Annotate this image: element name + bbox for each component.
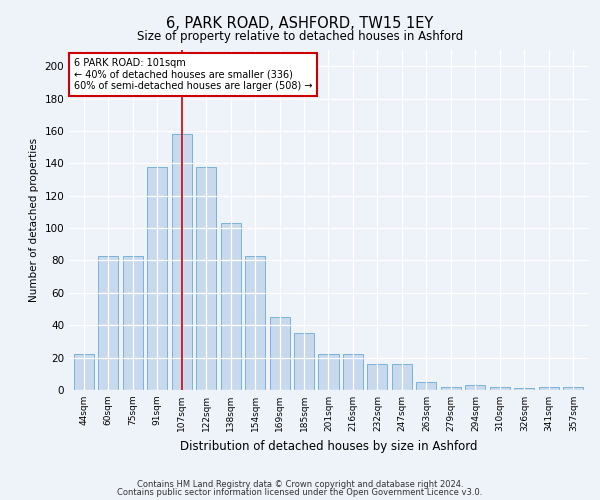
X-axis label: Distribution of detached houses by size in Ashford: Distribution of detached houses by size … [180, 440, 477, 452]
Bar [343, 354, 363, 390]
Text: 6 PARK ROAD: 101sqm
← 40% of detached houses are smaller (336)
60% of semi-detac: 6 PARK ROAD: 101sqm ← 40% of detached ho… [74, 58, 313, 92]
Bar [269, 317, 290, 390]
Bar [122, 256, 143, 390]
Bar [294, 334, 314, 390]
Y-axis label: Number of detached properties: Number of detached properties [29, 138, 39, 302]
Bar [221, 223, 241, 390]
Bar [441, 387, 461, 390]
Bar [367, 364, 388, 390]
Bar [416, 382, 436, 390]
Bar [319, 354, 338, 390]
Bar [563, 387, 583, 390]
Bar [539, 387, 559, 390]
Bar [245, 256, 265, 390]
Bar [147, 166, 167, 390]
Text: Size of property relative to detached houses in Ashford: Size of property relative to detached ho… [137, 30, 463, 43]
Bar [392, 364, 412, 390]
Bar [98, 256, 118, 390]
Bar [514, 388, 535, 390]
Text: 6, PARK ROAD, ASHFORD, TW15 1EY: 6, PARK ROAD, ASHFORD, TW15 1EY [166, 16, 434, 31]
Bar [196, 166, 216, 390]
Bar [74, 354, 94, 390]
Text: Contains HM Land Registry data © Crown copyright and database right 2024.: Contains HM Land Registry data © Crown c… [137, 480, 463, 489]
Bar [466, 385, 485, 390]
Text: Contains public sector information licensed under the Open Government Licence v3: Contains public sector information licen… [118, 488, 482, 497]
Bar [172, 134, 191, 390]
Bar [490, 387, 510, 390]
